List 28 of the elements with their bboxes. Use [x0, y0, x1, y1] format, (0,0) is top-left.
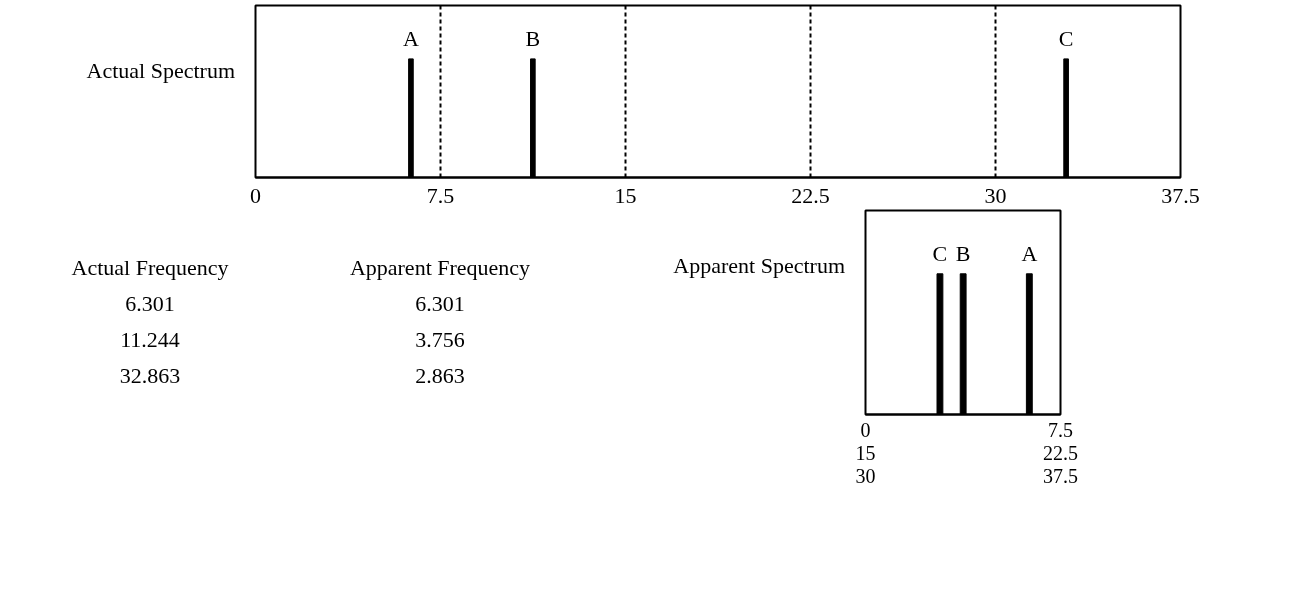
text: 30	[855, 464, 876, 487]
annotation: B	[525, 25, 541, 51]
text: 6.301	[124, 290, 176, 318]
x2-tick-label: 22.5	[1043, 441, 1078, 464]
text: 32.863	[118, 362, 182, 390]
x-tick-label: 0	[250, 182, 261, 208]
annotation: B	[955, 240, 971, 266]
text: 2.863	[414, 362, 466, 390]
annotation: A	[1021, 240, 1038, 266]
x-tick-label: 0	[860, 418, 871, 441]
y-axis-title: Apparent Spectrum	[673, 252, 845, 280]
annotation: A	[402, 25, 419, 51]
x-tick-label: 30	[984, 182, 1007, 208]
text: 11.244	[119, 326, 181, 354]
text: 3.756	[414, 326, 466, 354]
x2-tick-label: 15	[855, 441, 876, 464]
text: Apparent Frequency	[348, 254, 532, 282]
x-tick-label: 15	[614, 182, 637, 208]
annotation: C	[1058, 25, 1074, 51]
text: Actual Frequency	[70, 254, 230, 282]
x-tick-label: 22.5	[791, 182, 830, 208]
text: 37.5	[1043, 464, 1078, 487]
x-tick-label: 7.5	[1048, 418, 1073, 441]
x-tick-label: 37.5	[1161, 182, 1200, 208]
annotation: C	[932, 240, 948, 266]
text: 6.301	[414, 290, 466, 318]
y-axis-title: Actual Spectrum	[86, 57, 235, 85]
x-tick-label: 7.5	[426, 182, 455, 208]
